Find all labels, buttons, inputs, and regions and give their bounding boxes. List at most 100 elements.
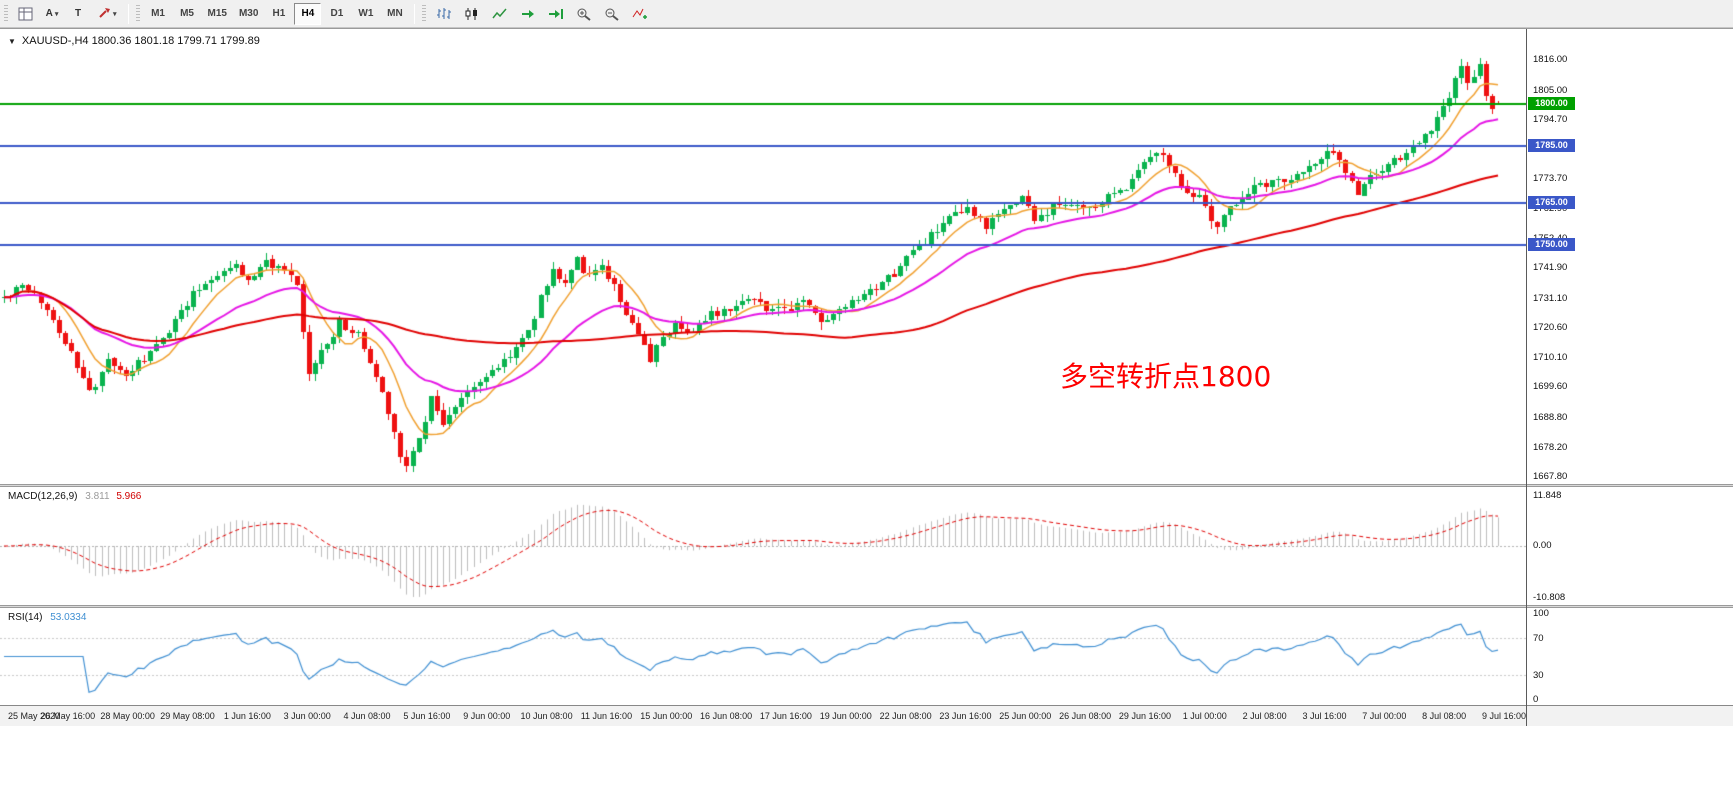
text-tool-label: T <box>74 8 82 19</box>
rsi-axis[interactable]: 100 70 30 0 <box>1527 608 1733 705</box>
toolbar-gripper[interactable] <box>4 4 8 23</box>
main-chart-canvas[interactable] <box>0 29 1526 484</box>
indicators-icon[interactable] <box>627 3 653 25</box>
chart-candles-icon[interactable] <box>459 3 485 25</box>
rsi-header: RSI(14) 53.0334 <box>8 612 86 623</box>
rsi-label: RSI(14) <box>8 612 43 623</box>
price-axis-label: 1720.60 <box>1533 322 1568 334</box>
time-axis-label: 17 Jun 16:00 <box>759 711 812 721</box>
macd-pane: MACD(12,26,9) 3.811 5.966 11.848 0.00 -10.… <box>0 487 1733 605</box>
price-axis-label: 1794.70 <box>1533 113 1568 125</box>
price-axis-label: 1667.80 <box>1533 470 1568 482</box>
rsi-value: 53.0334 <box>50 612 87 623</box>
timeframe-button-m1[interactable]: M1 <box>145 3 172 25</box>
toolbar-gripper[interactable] <box>422 4 427 23</box>
auto-scroll-icon[interactable] <box>515 3 541 25</box>
timeframe-button-h4[interactable]: H4 <box>294 2 322 25</box>
toolbar-separator <box>127 3 129 24</box>
macd-canvas[interactable] <box>0 487 1526 605</box>
time-axis-label: 10 Jun 08:00 <box>520 711 573 721</box>
one-click-trading-icon[interactable]: ▼ <box>8 36 16 46</box>
chevron-down-icon: ▾ <box>54 10 59 18</box>
price-axis-label: 1762.90 <box>1533 203 1568 215</box>
timeframe-button-d1[interactable]: D1 <box>323 3 350 25</box>
time-axis-label: 25 Jun 00:00 <box>999 711 1052 721</box>
rsi-axis-label: 30 <box>1533 669 1544 681</box>
time-axis-label: 9 Jun 00:00 <box>463 711 511 721</box>
time-axis-label: 4 Jun 08:00 <box>343 711 391 721</box>
time-axis-label: 26 Jun 08:00 <box>1059 711 1112 721</box>
pane-splitter[interactable] <box>0 484 1733 487</box>
price-axis[interactable]: 1816.001805.001794.701784.201773.701762.… <box>1527 29 1733 484</box>
price-axis-label: 1688.80 <box>1533 411 1568 423</box>
time-axis-label: 19 Jun 00:00 <box>819 711 872 721</box>
zoom-out-icon[interactable] <box>599 3 625 25</box>
macd-label: MACD(12,26,9) <box>8 491 78 502</box>
time-axis-label: 11 Jun 16:00 <box>580 711 633 721</box>
time-axis-label: 2 Jul 08:00 <box>1242 711 1287 721</box>
rsi-pane: RSI(14) 53.0334 100 70 30 0 <box>0 608 1733 705</box>
hline-price-tag: 1785.00 <box>1528 139 1575 153</box>
chart-shift-icon[interactable] <box>543 3 569 25</box>
time-axis-label: 25 May 2020 <box>8 711 61 721</box>
toolbar-separator <box>414 3 416 24</box>
macd-signal-value: 5.966 <box>116 491 142 502</box>
rsi-canvas[interactable] <box>0 608 1526 705</box>
time-axis-label: 29 Jun 16:00 <box>1118 711 1171 721</box>
price-axis-label: 1710.10 <box>1533 351 1568 363</box>
timeframe-button-mn[interactable]: MN <box>381 3 408 25</box>
hline-price-tag: 1750.00 <box>1528 237 1575 251</box>
text-tool-button[interactable]: T <box>66 3 90 25</box>
timeframe-button-m15[interactable]: M15 <box>203 3 232 25</box>
timeframe-button-m30[interactable]: M30 <box>234 3 263 25</box>
macd-main-value: 3.811 <box>85 491 110 502</box>
chart-line-icon[interactable] <box>487 3 513 25</box>
chevron-down-icon: ▾ <box>113 10 117 18</box>
time-axis-label: 3 Jul 16:00 <box>1302 711 1347 721</box>
time-axis-label: 5 Jun 16:00 <box>403 711 451 721</box>
symbols-grid-icon[interactable] <box>13 3 38 25</box>
chart-title-text: XAUUSD-,H4 1800.36 1801.18 1799.71 1799.… <box>21 35 260 47</box>
time-axis-label: 9 Jul 16:00 <box>1481 711 1527 721</box>
price-axis-label: 1731.10 <box>1533 292 1568 304</box>
time-axis-label: 29 May 08:00 <box>160 711 215 721</box>
chart-window: ▼ XAUUSD-,H4 1800.36 1801.18 1799.71 179… <box>0 28 1733 726</box>
macd-axis[interactable]: 11.848 0.00 -10.808 <box>1527 487 1733 605</box>
cursor-tool-label: A <box>45 8 53 19</box>
timeframe-button-w1[interactable]: W1 <box>352 3 379 25</box>
chart-title: ▼ XAUUSD-,H4 1800.36 1801.18 1799.71 179… <box>8 35 260 47</box>
price-axis-label: 1773.70 <box>1533 173 1568 185</box>
macd-axis-label: 11.848 <box>1533 490 1562 501</box>
price-axis-label: 1805.00 <box>1533 85 1568 97</box>
hline-price-tag: 1765.00 <box>1528 195 1575 209</box>
time-axis-label: 22 Jun 08:00 <box>879 711 932 721</box>
chart-annotation[interactable]: 多空转折点1800 <box>1060 360 1272 393</box>
timeframe-group: M1 M5 M15 M30 H1 H4 D1 W1 MN <box>144 2 410 25</box>
toolbar: A ▾ T ▾ M1 M5 M15 M30 H1 H4 D1 W1 MN <box>0 0 1733 28</box>
cursor-tool-button[interactable]: A ▾ <box>40 3 64 25</box>
arrows-tool-button[interactable]: ▾ <box>92 3 122 25</box>
timeframe-button-h1[interactable]: H1 <box>265 3 292 25</box>
timeframe-button-m5[interactable]: M5 <box>174 3 201 25</box>
zoom-in-icon[interactable] <box>571 3 597 25</box>
macd-axis-label: 0.00 <box>1533 540 1552 551</box>
rsi-axis-label: 70 <box>1533 633 1544 645</box>
main-pane: ▼ XAUUSD-,H4 1800.36 1801.18 1799.71 179… <box>0 29 1733 484</box>
toolbar-gripper[interactable] <box>135 4 140 23</box>
arrow-icon <box>99 8 110 18</box>
time-axis-label: 1 Jun 16:00 <box>223 711 271 721</box>
macd-axis-label: -10.808 <box>1533 592 1566 603</box>
hline-price-tag: 1800.00 <box>1528 97 1575 111</box>
time-axis-label: 23 Jun 16:00 <box>939 711 992 721</box>
chart-bars-icon[interactable] <box>431 3 457 25</box>
time-axis-label: 16 Jun 08:00 <box>700 711 753 721</box>
price-axis-label: 1678.20 <box>1533 441 1568 453</box>
macd-header: MACD(12,26,9) 3.811 5.966 <box>8 491 141 502</box>
time-axis-label: 8 Jul 08:00 <box>1422 711 1467 721</box>
pane-splitter[interactable] <box>0 605 1733 608</box>
time-axis-label: 15 Jun 00:00 <box>640 711 693 721</box>
time-axis[interactable]: 25 May 2020 26 May 16:00 28 May 00:00 29 Ma… <box>0 705 1733 726</box>
price-axis-label: 1741.90 <box>1533 262 1568 274</box>
time-axis-label: 3 Jun 00:00 <box>283 711 331 721</box>
